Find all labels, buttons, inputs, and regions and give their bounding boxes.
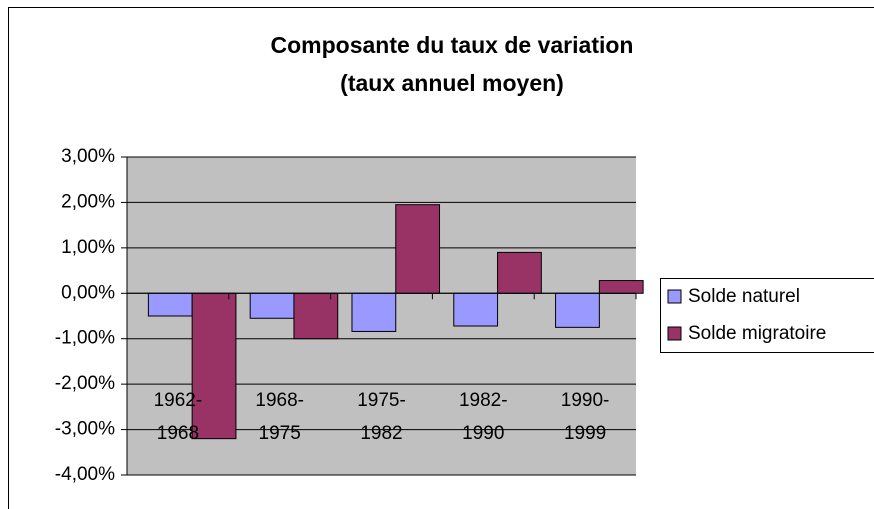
x-tick-label: 1968	[157, 423, 199, 444]
bar	[395, 204, 441, 294]
x-tick-label: 1990-	[561, 390, 610, 411]
x-tick-label: 1968-	[255, 390, 304, 411]
x-tick-label: 1982-	[459, 390, 508, 411]
x-tick-label: 1962-	[154, 390, 203, 411]
x-tick-label: 1999	[564, 423, 606, 444]
y-tick-label: 1,00%	[61, 237, 115, 258]
x-tick-label: 1975-	[357, 390, 406, 411]
bar	[598, 280, 644, 294]
bar	[453, 292, 499, 327]
chart-title: Composante du taux de variation	[271, 32, 634, 58]
y-tick-label: -2,00%	[55, 373, 115, 394]
bar	[293, 292, 339, 340]
y-tick-label: 3,00%	[61, 146, 115, 167]
y-tick-label: 2,00%	[61, 191, 115, 212]
bar	[497, 251, 542, 294]
chart-title: (taux annuel moyen)	[340, 70, 564, 96]
legend-swatch	[667, 289, 682, 304]
legend-box	[660, 278, 874, 353]
bar	[249, 292, 295, 319]
legend-label: Solde naturel	[688, 286, 800, 307]
x-tick-label: 1990	[462, 423, 504, 444]
bar	[147, 292, 193, 317]
x-tick-label: 1975	[259, 423, 301, 444]
y-tick-label: -4,00%	[55, 464, 115, 485]
x-tick-label: 1982	[360, 423, 402, 444]
legend-label: Solde migratoire	[688, 323, 826, 344]
bar	[555, 292, 600, 328]
y-tick-label: -1,00%	[55, 328, 115, 349]
y-tick-label: -3,00%	[55, 419, 115, 440]
legend-swatch	[667, 326, 682, 341]
bar	[351, 292, 397, 332]
bar	[191, 292, 237, 440]
y-tick-label: 0,00%	[61, 282, 115, 303]
